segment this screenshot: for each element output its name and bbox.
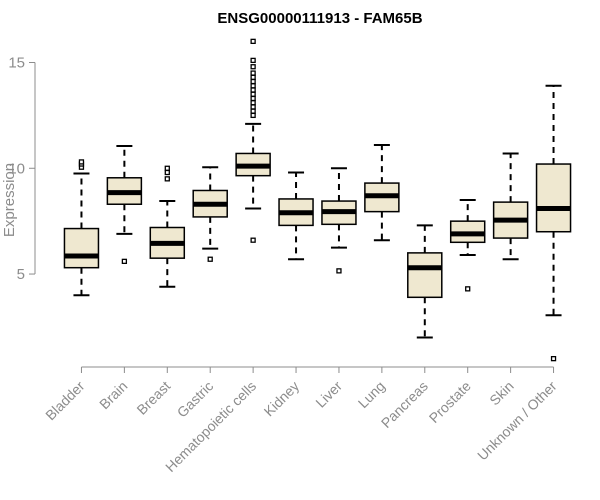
outlier-point — [250, 83, 256, 89]
outlier-point — [250, 95, 256, 102]
y-axis-label: Expression — [1, 163, 18, 237]
box-group — [63, 159, 100, 297]
x-tick-label: Breast — [133, 378, 173, 418]
outlier-point — [121, 258, 128, 264]
y-tick-label-5: 5 — [17, 266, 25, 283]
outlier-point — [250, 87, 256, 93]
outlier-point — [250, 78, 256, 85]
box-iqr — [535, 163, 572, 233]
box-group — [407, 224, 443, 339]
box-iqr — [63, 227, 100, 269]
box-group — [321, 167, 357, 274]
x-tick-label: Bladder — [42, 378, 88, 424]
outlier-point — [78, 159, 85, 165]
x-tick-label: Gastric — [174, 378, 217, 421]
y-axis: 5 10 15 — [8, 55, 36, 283]
chart-title: ENSG00000111913 - FAM65B — [217, 10, 422, 27]
outlier-point — [250, 104, 256, 110]
boxes-layer — [63, 38, 572, 362]
outlier-point — [250, 38, 256, 44]
box-group — [449, 199, 486, 292]
box-iqr — [407, 252, 443, 299]
outlier-point — [250, 112, 256, 119]
x-tick-label: Unknown / Other — [474, 378, 560, 464]
box-group — [492, 152, 529, 261]
outlier-point — [250, 91, 256, 97]
box-group — [106, 145, 143, 264]
outlier-point — [164, 165, 170, 171]
box-group — [364, 144, 400, 242]
outlier-point — [465, 286, 471, 292]
outlier-point — [550, 356, 557, 362]
outlier-point — [250, 108, 256, 114]
x-tick-label: Prostate — [426, 378, 474, 426]
outlier-point — [250, 57, 256, 64]
outlier-point — [207, 256, 213, 262]
outlier-point — [250, 74, 256, 80]
box-group — [278, 171, 314, 261]
box-group — [149, 165, 186, 288]
x-tick-label: Pancreas — [378, 378, 431, 431]
x-tick-label: Liver — [312, 378, 345, 411]
x-tick-label: Kidney — [261, 378, 303, 420]
outlier-point — [164, 176, 170, 182]
y-tick-label-15: 15 — [8, 55, 25, 72]
x-tick-label: Skin — [486, 378, 517, 409]
box-group — [235, 38, 271, 243]
y-tick-label-10: 10 — [8, 160, 25, 177]
x-tick-label: Brain — [96, 378, 130, 412]
x-tick-label: Lung — [355, 378, 388, 411]
outlier-point — [250, 237, 256, 243]
outlier-point — [336, 268, 342, 274]
outlier-point — [250, 64, 256, 70]
outlier-point — [250, 100, 256, 106]
box-group — [192, 166, 228, 262]
outlier-point — [250, 70, 256, 76]
outlier-point — [164, 169, 170, 176]
box-group — [535, 84, 572, 362]
